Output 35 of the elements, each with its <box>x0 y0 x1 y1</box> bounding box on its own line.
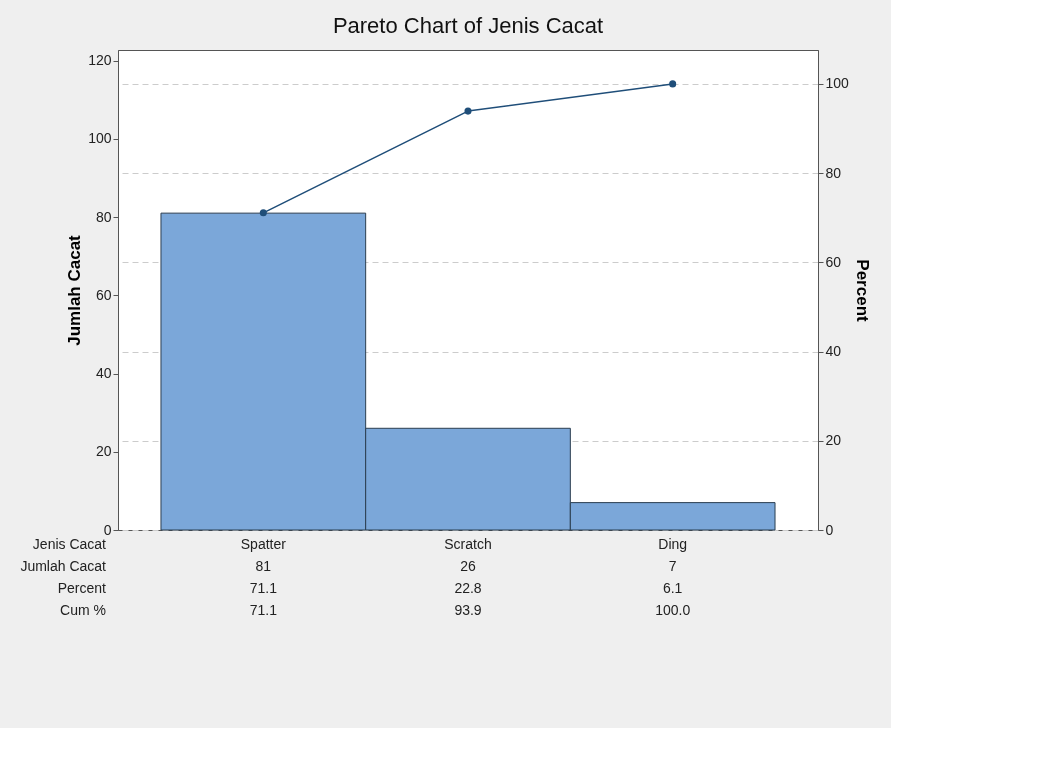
x-axis-title: Jenis Cacat <box>32 536 107 552</box>
text: Cum % <box>60 602 106 618</box>
text: 22.8 <box>454 580 482 596</box>
y2-axis-title: Percent <box>852 259 872 323</box>
data-label: 81 <box>255 558 272 574</box>
text: Percent <box>57 580 107 596</box>
point <box>669 80 677 88</box>
text: 6.1 <box>662 580 683 596</box>
y-tick-label: 40 <box>95 365 112 382</box>
x-tick-label: Scratch <box>444 536 492 552</box>
y2-tick-label: 60 <box>825 253 842 270</box>
y-tick-label: 80 <box>95 208 112 225</box>
y-tick-label: 100 <box>88 130 112 147</box>
y-axis-title: Jumlah Cacat <box>65 234 85 346</box>
x-tick-label: Ding <box>658 536 688 552</box>
y-tick-label: 60 <box>95 286 112 303</box>
y-tick-label: 20 <box>95 443 112 460</box>
y2-tick-label: 0 <box>825 521 834 538</box>
y2-tick-label: 80 <box>825 164 842 181</box>
point <box>464 107 472 115</box>
text: 71.1 <box>249 580 278 596</box>
y-tick-label: 120 <box>88 52 112 69</box>
data-label: 26 <box>460 558 476 574</box>
data-label: 7 <box>668 558 677 574</box>
data-label: 71.1 <box>249 602 278 618</box>
data-label: 93.9 <box>454 602 482 618</box>
chart-title: Pareto Chart of Jenis Cacat <box>332 13 604 38</box>
y-tick-label: 0 <box>103 521 112 538</box>
data-label: 100.0 <box>655 602 691 618</box>
y2-tick-label: 100 <box>825 75 850 92</box>
x-tick-label: Spatter <box>240 536 287 552</box>
point <box>259 209 267 217</box>
text: Jumlah Cacat <box>20 558 107 574</box>
y2-tick-label: 20 <box>825 432 842 449</box>
y2-tick-label: 40 <box>825 343 842 360</box>
